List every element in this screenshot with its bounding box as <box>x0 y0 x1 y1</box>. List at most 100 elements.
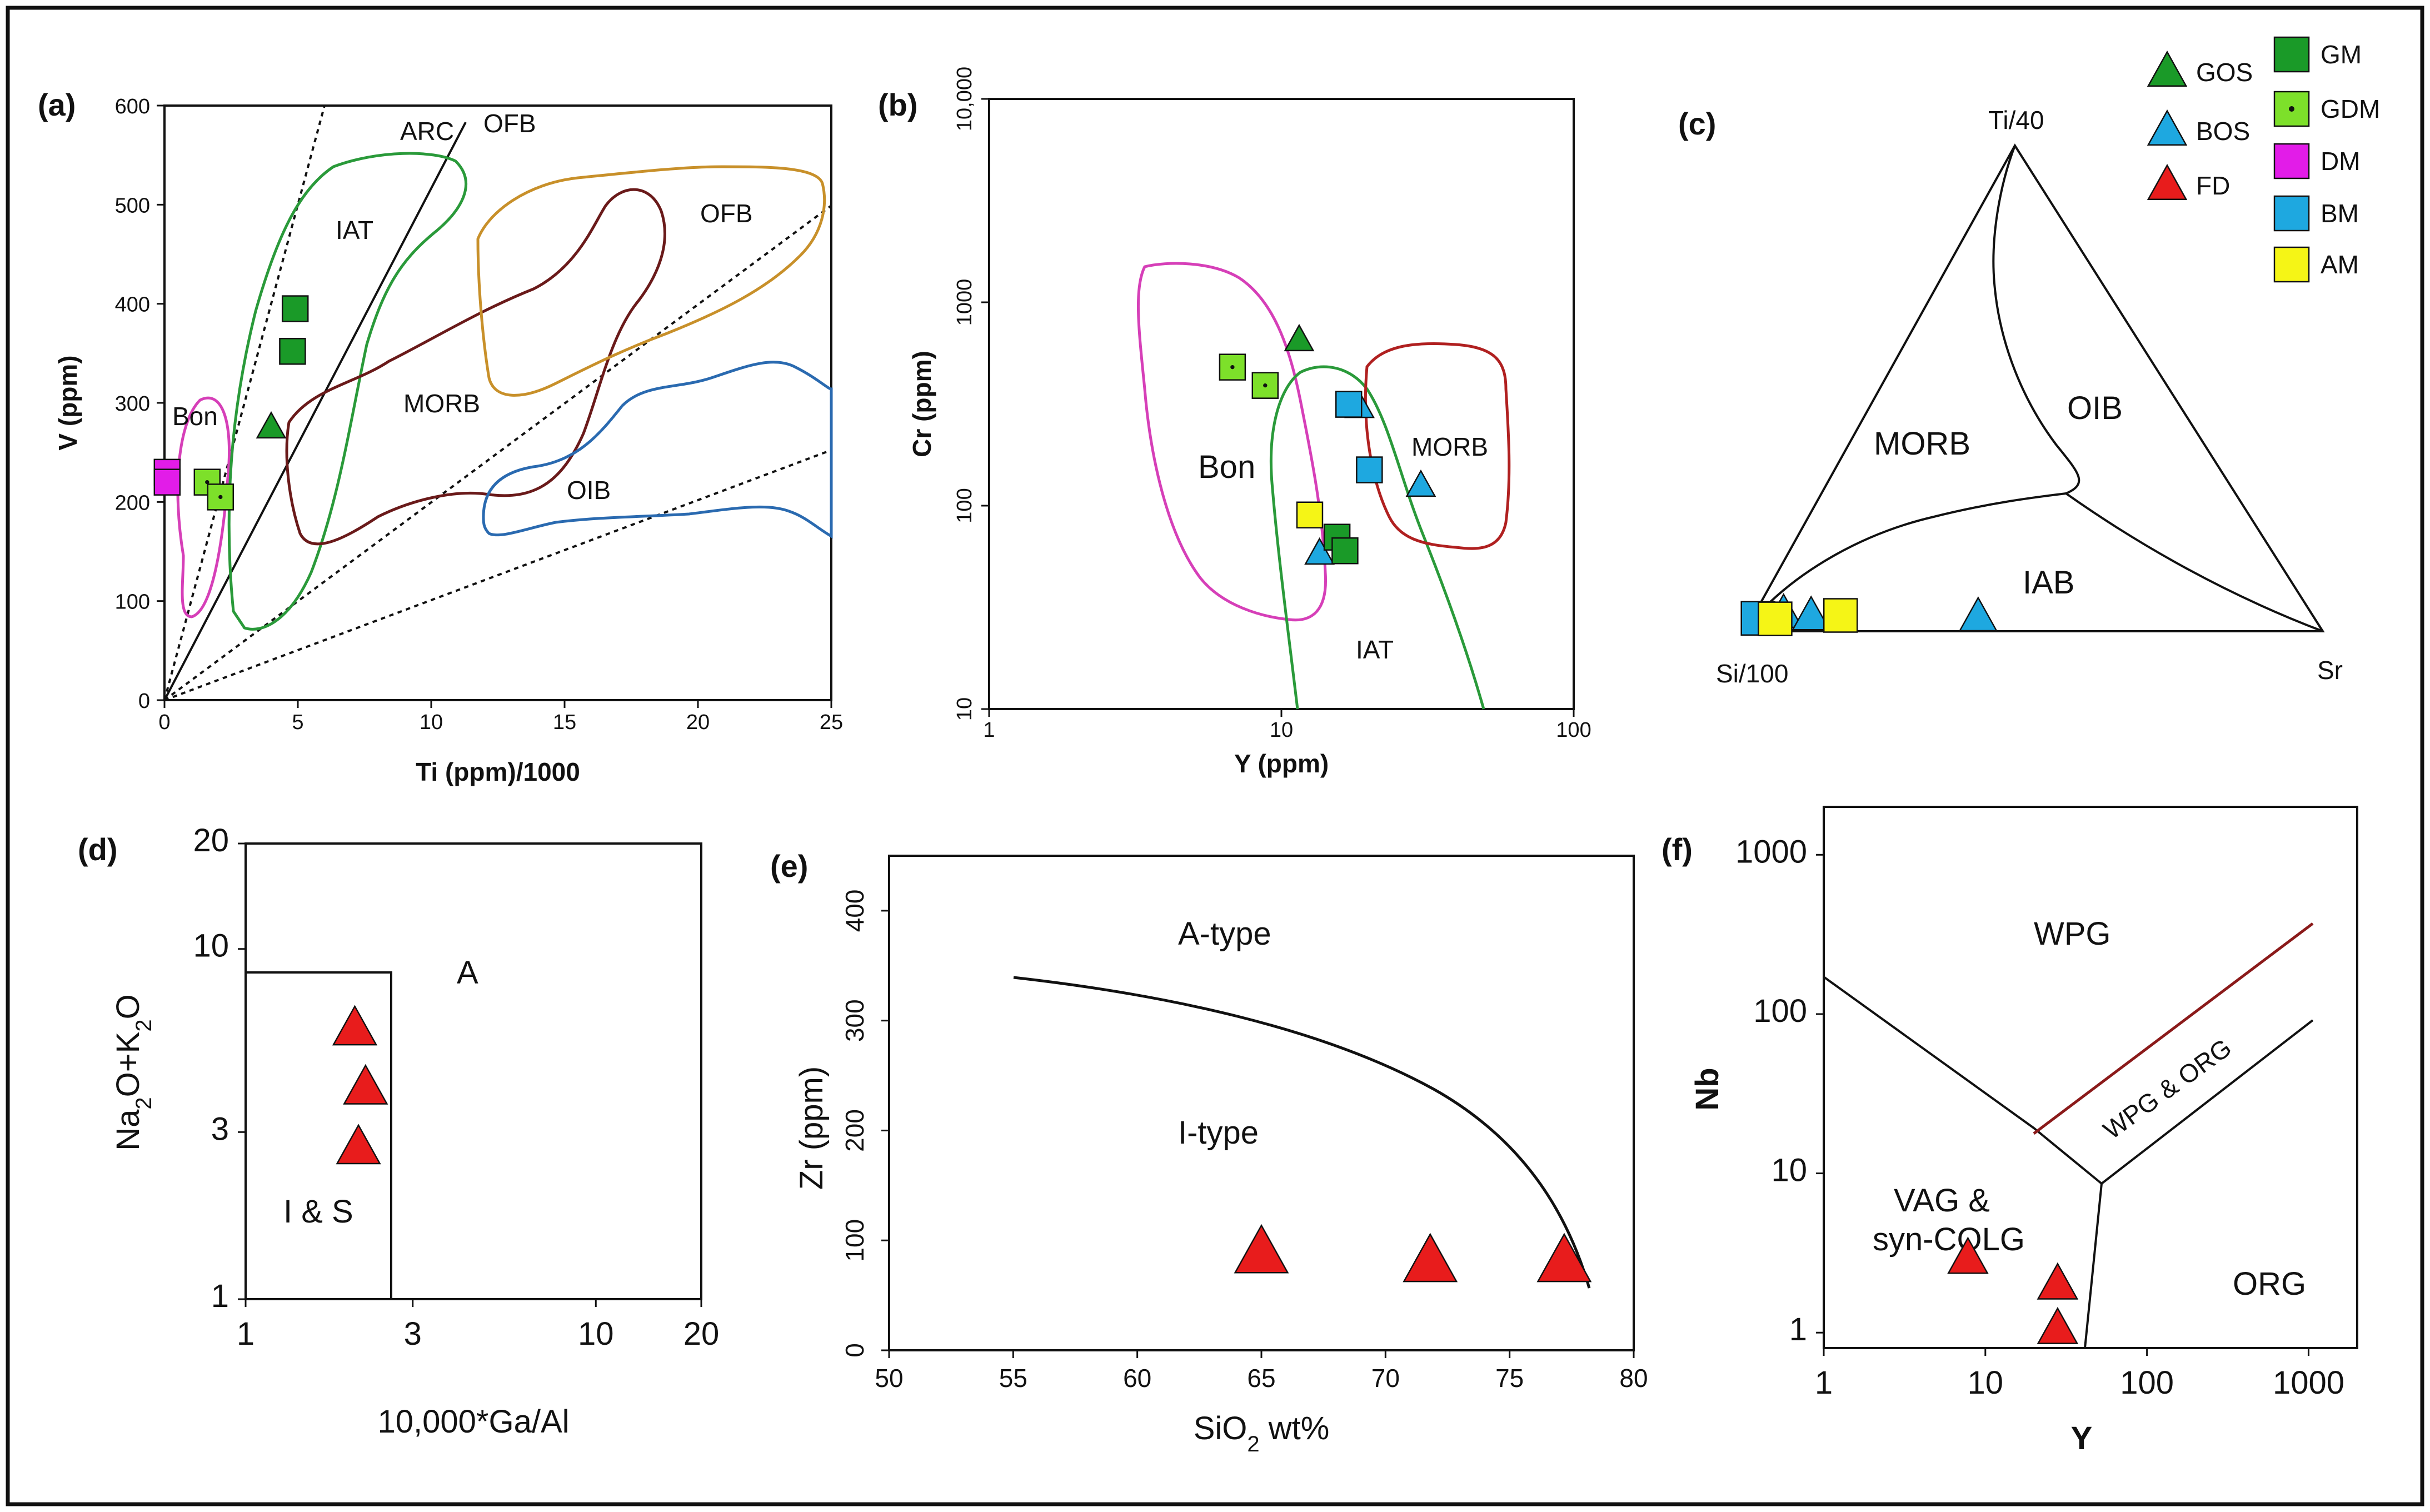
panel-b-xlabel: Y (ppm) <box>1234 749 1329 778</box>
panel-a-ylabel: V (ppm) <box>53 355 82 450</box>
panel-a-point-dm-1 <box>153 468 181 496</box>
panel-a-point-gos-0 <box>256 411 287 439</box>
panel-f-xtick-label-0: 1 <box>1815 1365 1833 1401</box>
field-label-f-3: syn-COLG <box>1873 1221 2025 1257</box>
panel-a-marks <box>153 295 309 511</box>
panel-e-xtick-label-3: 65 <box>1247 1364 1275 1393</box>
panel-a-xtick-label-1: 5 <box>292 711 303 734</box>
panel-a-letter: (a) <box>38 87 76 122</box>
panel-b-ylabel: Cr (ppm) <box>907 351 936 457</box>
field-label-a-3: OFB <box>700 199 753 228</box>
panel-d-ylabel: Na2O+K2O <box>110 994 156 1150</box>
panel-e-marks <box>1234 1224 1592 1283</box>
panel-b-point-gm-1 <box>1331 537 1359 565</box>
panel-b-ytick-label-1: 100 <box>953 488 976 523</box>
bon-field-a <box>176 396 231 618</box>
panel-e-xtick-label-6: 80 <box>1619 1364 1648 1393</box>
field-label-e-1: I-type <box>1178 1115 1259 1151</box>
field-label-c-1: OIB <box>2067 390 2123 426</box>
panel-a-axes: 0 5 10 15 20 25 0 100 200 300 400 500 600 <box>115 95 844 734</box>
field-label-b-2: IAT <box>1356 635 1394 664</box>
field-label-f-4: ORG <box>2233 1266 2306 1302</box>
panel-f-ytick-label-1: 10 <box>1771 1152 1807 1189</box>
panel-f-ytick-label-2: 100 <box>1753 993 1807 1029</box>
panel-e-ytick-label-0: 0 <box>840 1343 869 1358</box>
panel-d-plot-area <box>245 842 702 1300</box>
legend-fd-label: FD <box>2196 171 2230 200</box>
panel-e-point-fd-0 <box>1234 1224 1289 1274</box>
ternary-apex-right: Sr <box>2317 656 2343 685</box>
field-label-b-0: Bon <box>1198 449 1255 485</box>
panel-f-xtick-label-3: 1000 <box>2273 1365 2344 1401</box>
panel-f: (f) WPG WPG & ORG VAG & syn-COLG ORG 1 10… <box>1661 806 2358 1456</box>
legend-bos-swatch <box>2147 109 2188 146</box>
panel-b-letter: (b) <box>878 87 918 122</box>
panel-d-ytick-label-2: 10 <box>193 928 229 964</box>
panel-e-letter: (e) <box>770 849 808 884</box>
panel-c-marks <box>1740 592 1998 636</box>
panel-b-ytick-label-2: 1000 <box>953 279 976 326</box>
field-label-a-2: IAT <box>336 216 373 244</box>
panel-a-ytick-label-5: 500 <box>115 194 150 217</box>
field-label-a-0: ARC <box>400 117 454 146</box>
a-i-type-boundary <box>1013 976 1591 1289</box>
panel-b-xtick-label-0: 1 <box>983 718 995 742</box>
legend-am-swatch <box>2273 246 2310 283</box>
field-label-d-0: A <box>457 955 478 991</box>
panel-f-axes: 1 10 100 1000 1 10 100 1000 <box>1735 834 2344 1401</box>
field-label-a-6: OIB <box>567 476 611 505</box>
panel-d-letter: (d) <box>78 832 118 867</box>
field-label-d-1: I & S <box>283 1194 353 1230</box>
legend-gdm-swatch-dot <box>2289 106 2294 112</box>
panel-e-xtick-label-0: 50 <box>875 1364 903 1393</box>
panel-d-marks <box>332 1005 388 1165</box>
iat-field <box>227 152 467 631</box>
panel-a-ytick-label-6: 600 <box>115 95 150 118</box>
panel-b: (b) Bon MORB IAT 1 10 100 10 100 1000 10,000 Y… <box>878 67 1591 778</box>
panel-c-point-am-0 <box>1758 601 1793 636</box>
panel-b-fields <box>1136 262 1511 710</box>
legend-gdm-label: GDM <box>2321 94 2380 123</box>
panel-b-axes: 1 10 100 10 100 1000 10,000 <box>953 67 1591 742</box>
panel-d-point-fd-1 <box>343 1064 388 1105</box>
panel-d-xtick-label-0: 1 <box>237 1316 255 1352</box>
ternary-triangle <box>1743 143 2325 632</box>
panel-a-point-gm-0 <box>281 295 309 322</box>
ternary-boundary-morb-oib <box>1992 145 2080 495</box>
field-label-e-0: A-type <box>1178 916 1271 952</box>
panel-c-point-bos-2 <box>1958 596 1998 632</box>
wpg-orb-upper-line <box>2033 922 2314 1135</box>
oib-field <box>482 361 833 539</box>
field-label-a-4: MORB <box>403 389 480 418</box>
panel-d-ytick-label-0: 1 <box>211 1278 229 1314</box>
panel-e-axes: 50 55 60 65 70 75 80 0 100 200 300 400 <box>840 890 1648 1393</box>
panel-a-point-gdm-0-dot <box>205 480 209 485</box>
panel-a-ytick-label-4: 400 <box>115 293 150 317</box>
panel-e-xtick-label-5: 75 <box>1495 1364 1524 1393</box>
panel-c-letter: (c) <box>1678 106 1716 141</box>
legend-bos-label: BOS <box>2196 117 2250 146</box>
panel-b-point-bm-0 <box>1335 391 1363 418</box>
panel-f-ytick-label-3: 1000 <box>1735 834 1807 870</box>
panel-d-xlabel: 10,000*Ga/Al <box>377 1404 569 1440</box>
legend-gos-label: GOS <box>2196 58 2253 87</box>
panel-d-xtick-label-3: 20 <box>683 1316 720 1352</box>
panel-b-point-gdm-1 <box>1251 372 1279 399</box>
field-label-f-2: VAG & <box>1894 1182 1990 1219</box>
legend: GOS BOS FD GM GDM DM BM AM <box>2147 36 2380 283</box>
panel-d-point-fd-0 <box>332 1005 378 1046</box>
panel-a-point-gm-1 <box>279 338 306 365</box>
panel-f-xtick-label-2: 100 <box>2120 1365 2174 1401</box>
ternary-boundary-iab <box>1752 492 2323 632</box>
panel-d-xtick-label-1: 3 <box>404 1316 422 1352</box>
panel-a-xtick-label-4: 20 <box>686 711 710 734</box>
field-label-f-1: WPG & ORG <box>2098 1033 2237 1145</box>
panel-d: (d) A I & S 1 3 10 20 1 3 10 20 10,000*Ga/Al Na… <box>78 822 719 1440</box>
panel-d-point-fd-2 <box>336 1124 381 1165</box>
field-label-a-5: Bon <box>172 402 218 431</box>
panel-b-point-gdm-0-dot <box>1230 365 1235 370</box>
panel-a-xtick-label-2: 10 <box>420 711 443 734</box>
panel-d-axes: 1 3 10 20 1 3 10 20 <box>193 822 719 1352</box>
legend-dm-swatch <box>2273 143 2310 179</box>
ternary-apex-left: Si/100 <box>1716 659 1788 688</box>
